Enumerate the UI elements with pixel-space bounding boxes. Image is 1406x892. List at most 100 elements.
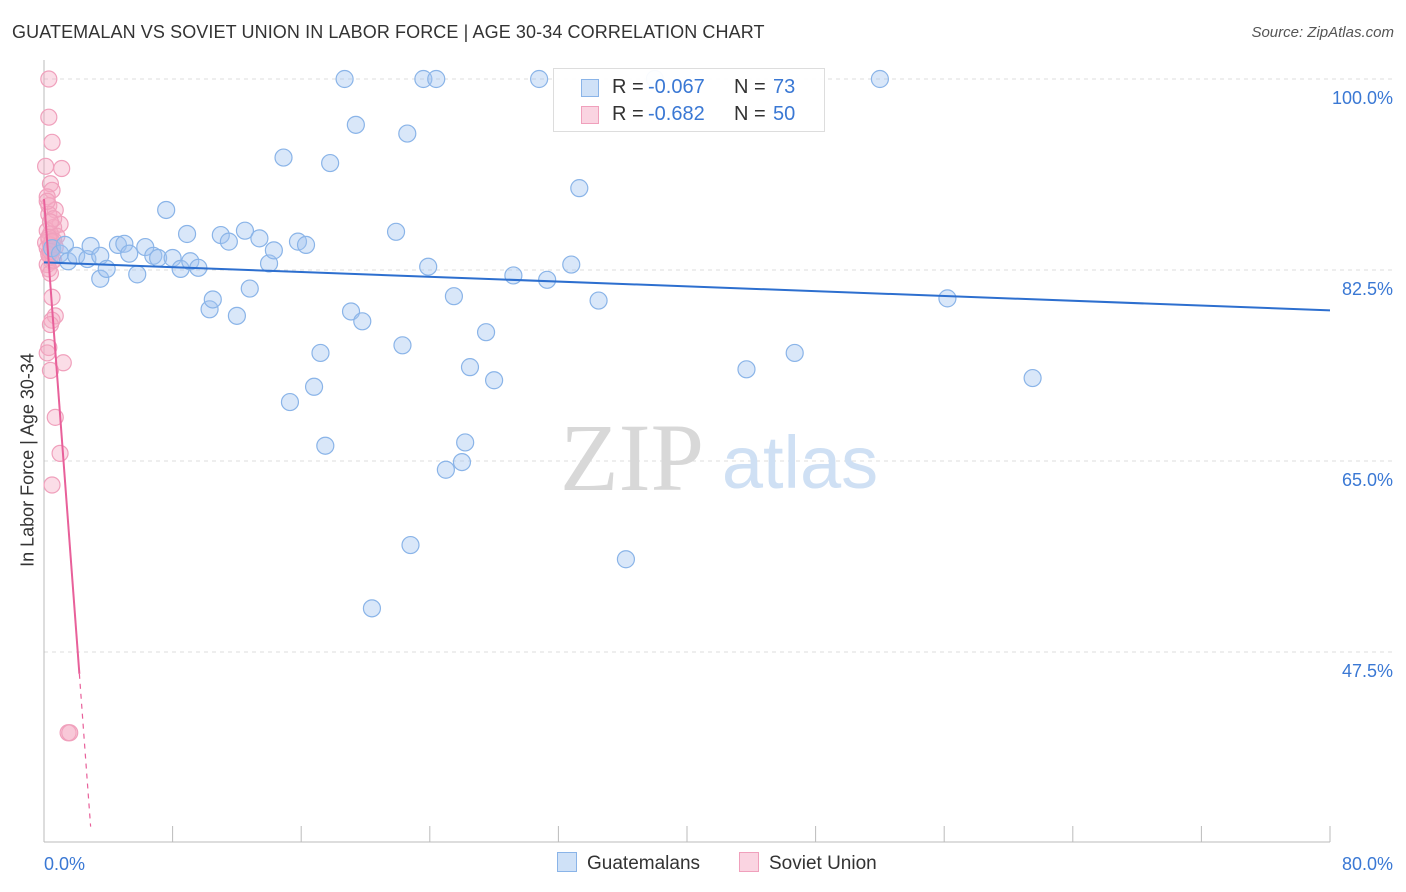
guatemalan-point-57 bbox=[460, 358, 480, 377]
soviet-point-31 bbox=[41, 315, 60, 334]
guatemalan-point-53 bbox=[436, 460, 455, 479]
soviet-point-43 bbox=[38, 192, 56, 210]
legend-label: Soviet Union bbox=[769, 853, 877, 874]
guatemalan-point-71 bbox=[938, 289, 957, 308]
guatemalan-point-58 bbox=[476, 323, 496, 342]
guatemalan-point-56 bbox=[456, 433, 475, 452]
guatemalan-point-45 bbox=[362, 599, 382, 618]
soviet-point-33 bbox=[38, 344, 56, 362]
soviet-point-0 bbox=[40, 70, 58, 88]
guatemalan-point-50 bbox=[414, 69, 433, 89]
guatemalan-point-32 bbox=[264, 241, 283, 260]
guatemalan-point-55 bbox=[452, 452, 472, 472]
series-guatemalans bbox=[42, 69, 1042, 618]
y-tick-label-3: 100.0% bbox=[1332, 88, 1393, 108]
soviet-legend-swatch bbox=[739, 852, 759, 872]
guatemalan-point-10 bbox=[91, 269, 110, 288]
guatemalan-point-54 bbox=[444, 287, 464, 306]
y-tick-label-1: 65.0% bbox=[1342, 470, 1393, 490]
guatemalan-point-30 bbox=[250, 229, 269, 248]
r-value: -0.067 bbox=[648, 76, 705, 98]
soviet-trend-line bbox=[43, 198, 81, 674]
soviet-point-38 bbox=[43, 476, 61, 494]
r-label: R = bbox=[612, 76, 644, 98]
n-value: 73 bbox=[773, 76, 796, 98]
n-value: 50 bbox=[773, 103, 796, 125]
guatemalan-point-72 bbox=[1023, 368, 1042, 388]
stats-legend: R = -0.067 N = 73 R = -0.682 N = 50 bbox=[553, 68, 825, 132]
soviet-point-4 bbox=[53, 159, 71, 178]
guatemalans-trend-line bbox=[43, 261, 1331, 312]
guatemalan-point-27 bbox=[227, 306, 246, 325]
series-soviet-union bbox=[37, 70, 79, 742]
stats-row-soviet-union: R = -0.682 N = 50 bbox=[554, 100, 824, 128]
guatemalan-point-49 bbox=[401, 535, 420, 555]
guatemalan-point-61 bbox=[530, 69, 549, 89]
grid-lines bbox=[44, 78, 1395, 653]
chart-title: GUATEMALAN VS SOVIET UNION IN LABOR FORC… bbox=[12, 22, 765, 42]
guatemalan-point-34 bbox=[280, 392, 300, 412]
guatemalan-point-38 bbox=[311, 343, 330, 363]
guatemalan-point-37 bbox=[304, 377, 324, 396]
n-label: N = bbox=[734, 103, 766, 125]
x-tick-label-max: 80.0% bbox=[1342, 854, 1393, 874]
soviet-point-40 bbox=[61, 724, 79, 742]
guatemalan-point-70 bbox=[870, 69, 890, 89]
watermark-zip: ZIP bbox=[560, 404, 704, 511]
guatemalan-point-20 bbox=[177, 224, 197, 244]
guatemalans-swatch bbox=[581, 79, 599, 97]
guatemalan-point-19 bbox=[171, 259, 190, 279]
watermark-atlas: atlas bbox=[722, 421, 878, 504]
legend-item-guatemalans[interactable]: Guatemalans bbox=[557, 852, 700, 875]
guatemalan-point-41 bbox=[335, 69, 354, 89]
guatemalan-point-69 bbox=[785, 343, 804, 363]
guatemalan-point-40 bbox=[321, 153, 340, 173]
soviet-trend-extension bbox=[78, 673, 92, 827]
guatemalan-point-28 bbox=[235, 221, 255, 240]
guatemalans-legend-swatch bbox=[557, 852, 577, 872]
soviet-point-5 bbox=[41, 175, 60, 193]
guatemalan-point-23 bbox=[200, 300, 219, 319]
trend-lines bbox=[43, 198, 1331, 827]
guatemalan-point-47 bbox=[393, 336, 412, 355]
soviet-point-3 bbox=[37, 157, 55, 175]
guatemalan-point-68 bbox=[737, 360, 756, 379]
guatemalan-point-66 bbox=[616, 550, 636, 569]
tick-labels: 47.5% 65.0% 82.5% 100.0% 0.0% 80.0% bbox=[44, 88, 1393, 874]
guatemalan-point-44 bbox=[353, 312, 372, 331]
guatemalan-point-48 bbox=[398, 124, 417, 143]
guatemalan-point-46 bbox=[386, 222, 406, 241]
guatemalan-point-60 bbox=[504, 266, 523, 285]
guatemalan-point-29 bbox=[240, 279, 259, 298]
guatemalan-point-59 bbox=[485, 371, 504, 390]
guatemalan-point-11 bbox=[97, 259, 116, 279]
soviet-swatch bbox=[581, 106, 599, 124]
y-tick-label-0: 47.5% bbox=[1342, 661, 1393, 681]
guatemalan-point-51 bbox=[419, 257, 438, 276]
legend-item-soviet-union[interactable]: Soviet Union bbox=[739, 852, 877, 875]
watermark: ZIP atlas bbox=[560, 404, 878, 511]
source-credit: Source: ZipAtlas.com bbox=[1251, 24, 1394, 41]
r-label: R = bbox=[612, 103, 644, 125]
soviet-point-1 bbox=[40, 108, 58, 126]
guatemalan-point-39 bbox=[316, 436, 335, 455]
guatemalan-point-24 bbox=[203, 290, 222, 309]
guatemalan-point-33 bbox=[274, 148, 293, 167]
guatemalan-point-9 bbox=[115, 234, 134, 253]
guatemalan-point-52 bbox=[427, 69, 446, 89]
guatemalan-point-12 bbox=[120, 244, 139, 263]
guatemalan-point-64 bbox=[570, 179, 589, 198]
guatemalan-point-26 bbox=[219, 232, 238, 251]
guatemalan-point-13 bbox=[128, 265, 147, 284]
soviet-point-37 bbox=[51, 444, 69, 462]
legend-label: Guatemalans bbox=[587, 853, 701, 874]
r-value: -0.682 bbox=[648, 103, 705, 125]
guatemalan-point-43 bbox=[346, 115, 365, 134]
guatemalan-point-17 bbox=[157, 200, 176, 220]
stats-row-guatemalans: R = -0.067 N = 73 bbox=[554, 73, 824, 101]
x-tick-label-min: 0.0% bbox=[44, 854, 85, 874]
n-label: N = bbox=[734, 76, 766, 98]
guatemalan-point-63 bbox=[562, 255, 581, 274]
guatemalan-point-36 bbox=[296, 235, 316, 254]
guatemalan-point-6 bbox=[81, 236, 100, 256]
